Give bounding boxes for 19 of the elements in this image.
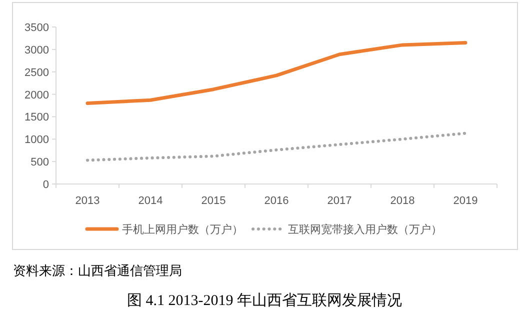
y-tick-label: 0	[42, 179, 49, 191]
text: 资料来源：山西省通信管理局	[13, 263, 182, 278]
y-tick-label: 3000	[24, 44, 49, 56]
x-tick-label: 2019	[453, 195, 478, 207]
y-tick-label: 3500	[24, 22, 49, 34]
text: 图 4.1 2013-2019 年山西省互联网发展情况	[127, 292, 402, 309]
legend-label: 互联网宽带接入用户数（万户）	[288, 223, 442, 236]
y-tick-label: 1000	[24, 134, 49, 146]
x-tick-label: 2016	[264, 195, 289, 207]
y-tick-label: 2500	[24, 66, 49, 79]
x-tick-label: 2014	[138, 195, 163, 207]
x-tick-label: 2013	[75, 195, 100, 207]
x-tick-label: 2017	[327, 195, 352, 207]
y-tick-label: 500	[30, 156, 49, 169]
legend-label: 手机上网用户数（万户）	[122, 223, 243, 236]
y-tick-label: 1500	[24, 112, 49, 124]
x-tick-label: 2015	[201, 195, 226, 207]
x-tick-label: 2018	[390, 195, 415, 207]
y-tick-label: 2000	[24, 89, 49, 102]
